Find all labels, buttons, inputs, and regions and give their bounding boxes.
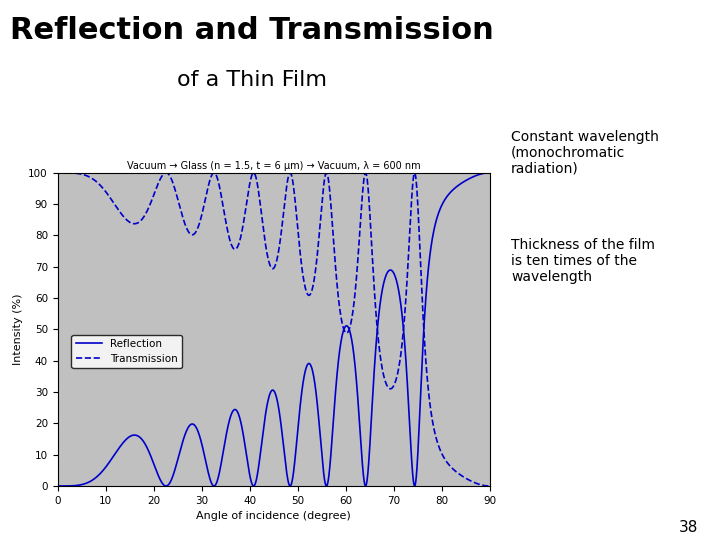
Legend: Reflection, Transmission: Reflection, Transmission — [71, 335, 182, 368]
Transmission — [53, 170, 62, 176]
Y-axis label: Intensity (%): Intensity (%) — [13, 294, 23, 365]
Transmission — [128, 220, 137, 227]
Reflection — [431, 224, 439, 231]
Reflection — [485, 170, 494, 176]
Reflection — [477, 171, 485, 177]
Line: Reflection: Reflection — [58, 173, 490, 486]
Reflection — [53, 483, 62, 489]
Reflection — [238, 424, 246, 431]
Text: Reflection and Transmission: Reflection and Transmission — [10, 16, 494, 45]
Text: 38: 38 — [679, 519, 698, 535]
Title: Vacuum → Glass (n = 1.5, t = 6 μm) → Vacuum, λ = 600 nm: Vacuum → Glass (n = 1.5, t = 6 μm) → Vac… — [127, 160, 420, 171]
Transmission — [102, 190, 111, 197]
Reflection — [219, 448, 228, 455]
Text: of a Thin Film: of a Thin Film — [177, 70, 327, 90]
Reflection — [128, 432, 137, 438]
Text: Constant wavelength
(monochromatic
radiation): Constant wavelength (monochromatic radia… — [511, 130, 659, 176]
Transmission — [485, 483, 494, 489]
Line: Transmission: Transmission — [58, 173, 490, 486]
Transmission — [238, 228, 246, 234]
Text: Thickness of the film
is ten times of the
wavelength: Thickness of the film is ten times of th… — [511, 238, 655, 284]
Transmission — [219, 204, 228, 211]
X-axis label: Angle of incidence (degree): Angle of incidence (degree) — [197, 511, 351, 521]
Transmission — [477, 482, 485, 488]
Reflection — [102, 462, 111, 469]
Transmission — [431, 428, 439, 435]
